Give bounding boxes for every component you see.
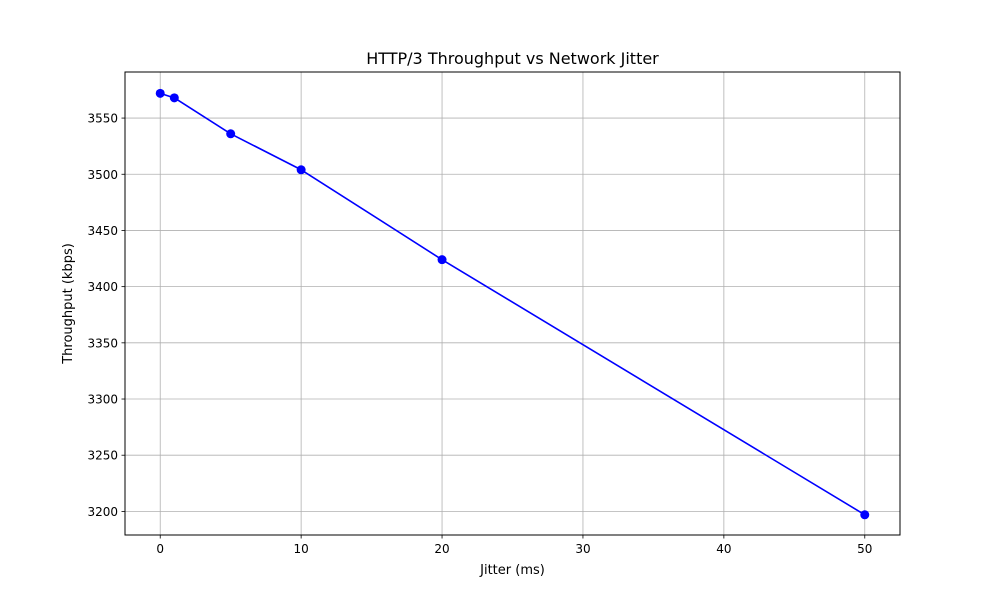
y-tick-label: 3350 [87, 336, 118, 350]
x-tick-label: 50 [857, 542, 872, 556]
x-tick-label: 40 [716, 542, 731, 556]
y-tick-label: 3550 [87, 112, 118, 126]
y-axis-label: Throughput (kbps) [61, 243, 76, 365]
data-point [226, 129, 236, 139]
plot-area-frame [124, 71, 901, 536]
x-tick-label: 20 [434, 542, 449, 556]
chart-title: HTTP/3 Throughput vs Network Jitter [366, 49, 659, 68]
y-tick-label: 3250 [87, 449, 118, 463]
grid [125, 72, 900, 535]
data-point [155, 88, 165, 98]
y-tick-label: 3450 [87, 224, 118, 238]
y-tick-label: 3400 [87, 280, 118, 294]
y-tick-label: 3500 [87, 168, 118, 182]
y-tick-label: 3200 [87, 505, 118, 519]
x-tick-label: 30 [575, 542, 590, 556]
data-point [437, 255, 447, 265]
x-axis-ticks: 0 10 20 30 40 50 [156, 535, 872, 556]
x-tick-label: 0 [156, 542, 164, 556]
x-tick-label: 10 [293, 542, 308, 556]
y-tick-label: 3300 [87, 393, 118, 407]
y-axis-ticks: 3200 3250 3300 3350 3400 3450 3500 3550 [87, 112, 125, 519]
data-point [296, 165, 306, 175]
data-point [860, 510, 870, 520]
marker-layer [155, 88, 870, 520]
x-axis-label: Jitter (ms) [479, 563, 545, 578]
data-point [169, 93, 179, 103]
